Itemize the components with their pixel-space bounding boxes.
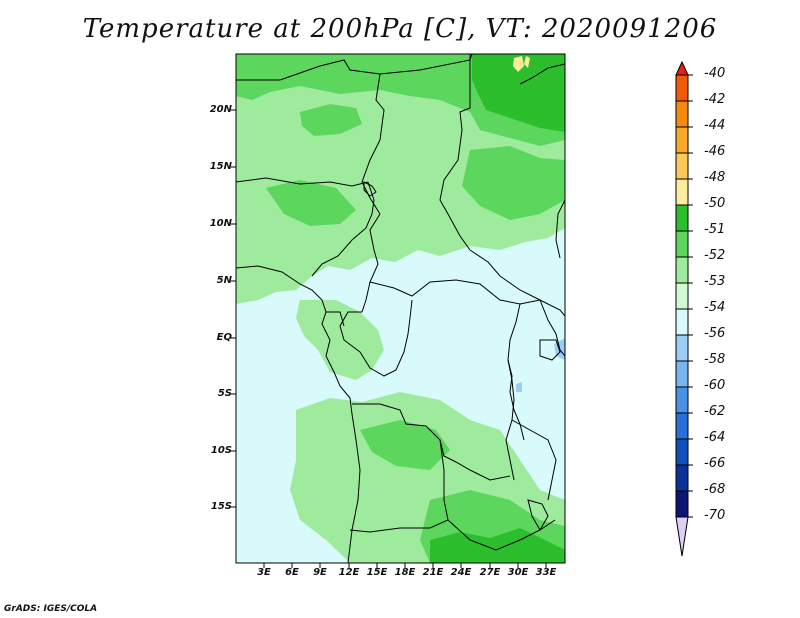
border-congo-drc — [339, 299, 413, 377]
border-uganda-kenya — [539, 299, 565, 357]
colorbar-label: -62 — [704, 404, 726, 419]
lon-label-21e: 21E — [422, 567, 444, 578]
border-malawi — [527, 499, 549, 532]
field-52-east — [462, 146, 565, 220]
border-chad-sudan — [439, 54, 471, 251]
lon-label-33e: 33E — [535, 567, 557, 578]
border-sudan-south — [469, 249, 565, 317]
lat-label-15s: 15S — [210, 501, 232, 512]
axis-ticks — [231, 109, 547, 568]
colorbar-segment — [675, 464, 689, 492]
lat-label-15n: 15N — [209, 161, 232, 172]
lon-label-3e: 3E — [257, 567, 271, 578]
lon-label-9e: 9E — [313, 567, 327, 578]
lon-label-30e: 30E — [507, 567, 529, 578]
colorbar-label: -56 — [704, 326, 726, 341]
colorbar-label: -44 — [704, 118, 726, 133]
colorbar-label: -48 — [704, 170, 726, 185]
colorbar-segment — [675, 178, 689, 206]
border-lake-tanganyika — [507, 359, 525, 441]
colorbar-label: -58 — [704, 352, 726, 367]
colorbar-label: -66 — [704, 456, 726, 471]
map-frame — [235, 53, 566, 564]
colorbar-label: -60 — [704, 378, 726, 393]
grads-credit: GrADS: IGES/COLA — [4, 604, 98, 614]
border-gabon — [326, 311, 345, 327]
colorbar-segment — [675, 126, 689, 154]
field-50-fleck-a — [513, 56, 524, 72]
field-52-central — [266, 180, 356, 226]
colorbar-segment — [675, 204, 689, 232]
colorbar-label: -64 — [704, 430, 726, 445]
border-niger-chad — [236, 54, 473, 81]
colorbar-segment — [675, 490, 689, 518]
colorbar-label: -50 — [704, 196, 726, 211]
border-sudan-ethiopia — [555, 199, 565, 259]
colorbar-label: -40 — [704, 66, 726, 81]
coastline — [236, 265, 361, 563]
border-angola-zambia — [349, 439, 449, 533]
colorbar-segments — [675, 60, 693, 557]
lon-label-27e: 27E — [479, 567, 501, 578]
border-lake-chad — [363, 181, 377, 197]
lat-label-10n: 10N — [209, 218, 232, 229]
colorbar-segment — [675, 60, 689, 76]
colorbar-segment — [675, 100, 689, 128]
border-car-south — [369, 279, 541, 305]
colorbar-label: -70 — [704, 508, 726, 523]
border-zambia-south — [447, 519, 556, 551]
colorbar-segment — [675, 230, 689, 258]
colorbar-segment — [675, 74, 689, 102]
colorbar-segment — [675, 516, 689, 557]
lat-label-5n: 5N — [216, 275, 232, 286]
colorbar-label: -68 — [704, 482, 726, 497]
border-cameroon-car — [361, 213, 381, 313]
lat-label-5s: 5S — [217, 388, 232, 399]
field-51-south — [430, 528, 565, 563]
field-52-north-b — [300, 104, 362, 136]
lon-label-12e: 12E — [338, 567, 360, 578]
colorbar-label: -52 — [704, 248, 726, 263]
border-sahara-east — [519, 63, 565, 85]
field-50-fleck-b — [524, 56, 530, 68]
colorbar-segment — [675, 438, 689, 466]
lon-label-15e: 15E — [366, 567, 388, 578]
colorbar-segment — [675, 360, 689, 388]
border-lake-victoria — [539, 339, 561, 361]
colorbar-segment — [675, 256, 689, 284]
field-52-south-a — [360, 420, 450, 470]
border-nigeria-cameroon — [311, 181, 375, 277]
lon-label-24e: 24E — [450, 567, 472, 578]
colorbar-segment — [675, 152, 689, 180]
colorbar-segment — [675, 334, 689, 362]
field-56-spot — [516, 382, 522, 392]
border-drc-east — [505, 303, 521, 481]
border-niger-nigeria — [236, 177, 369, 187]
colorbar-segment — [675, 412, 689, 440]
border-tanzania — [511, 419, 557, 501]
field-53-west — [296, 300, 384, 380]
colorbar-segment — [675, 282, 689, 310]
country-borders — [236, 54, 565, 563]
field-51-northeast — [472, 54, 565, 132]
colorbar-label: -42 — [704, 92, 726, 107]
colorbar-label: -53 — [704, 274, 726, 289]
lat-label-eq: EQ — [216, 332, 232, 343]
lat-label-20n: 20N — [209, 104, 232, 115]
colorbar-label: -54 — [704, 300, 726, 315]
colorbar-label: -51 — [704, 222, 726, 237]
map-fields — [236, 54, 565, 563]
colorbar-segment — [675, 308, 689, 336]
lon-label-6e: 6E — [285, 567, 299, 578]
colorbar-label: -46 — [704, 144, 726, 159]
colorbar-segment — [675, 386, 689, 414]
lon-label-18e: 18E — [394, 567, 416, 578]
map-title: Temperature at 200hPa [C], VT: 202009120… — [82, 14, 718, 44]
lat-label-10s: 10S — [210, 445, 232, 456]
